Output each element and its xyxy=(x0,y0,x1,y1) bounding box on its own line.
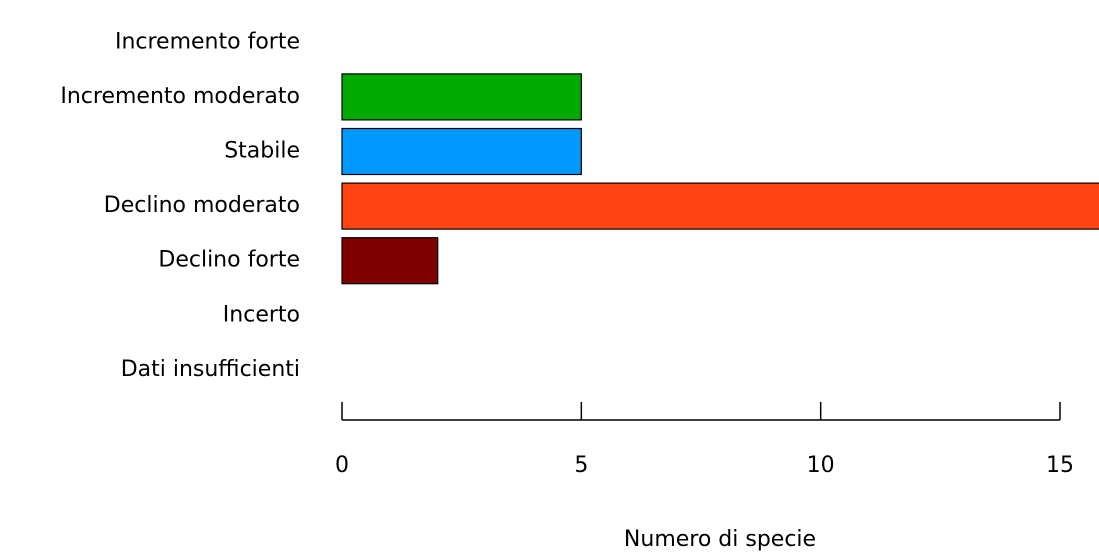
y-tick-label: Declino moderato xyxy=(104,193,300,218)
bar xyxy=(341,73,582,121)
y-tick-label: Incremento moderato xyxy=(60,84,300,109)
bar xyxy=(341,182,1099,230)
x-tick-label: 10 xyxy=(807,453,835,478)
y-tick-label: Incerto xyxy=(223,302,300,327)
x-tick-label: 15 xyxy=(1046,453,1074,478)
x-axis-label: Numero di specie xyxy=(624,527,816,552)
y-tick-label: Stabile xyxy=(224,139,300,164)
bar xyxy=(341,237,439,285)
y-tick-label: Declino forte xyxy=(158,248,300,273)
x-tick-label: 5 xyxy=(574,453,588,478)
bar xyxy=(341,127,582,176)
x-tick-label: 0 xyxy=(335,453,349,478)
y-tick-label: Incremento forte xyxy=(115,29,300,54)
y-tick-label: Dati insufficienti xyxy=(121,357,300,382)
